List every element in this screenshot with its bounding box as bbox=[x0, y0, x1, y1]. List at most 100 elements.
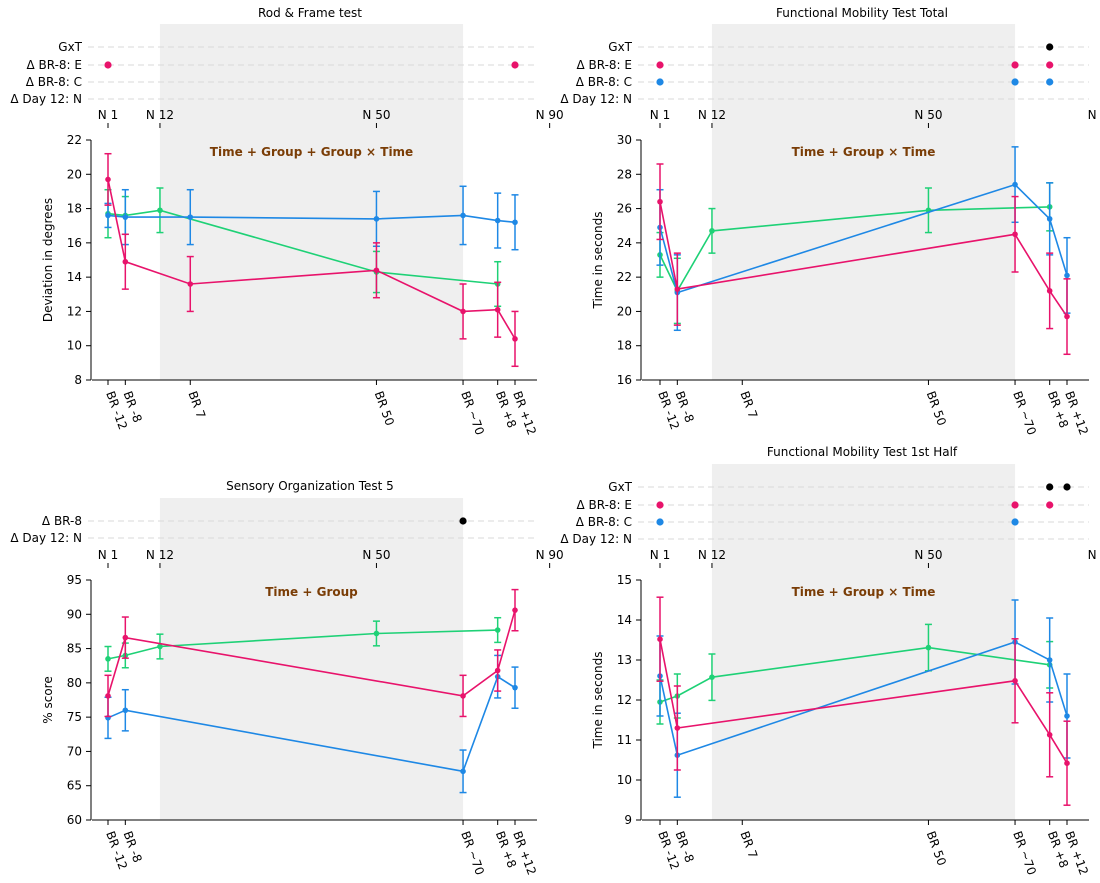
y-tick-label: 10 bbox=[67, 339, 82, 353]
sig-dot bbox=[1046, 501, 1054, 509]
sig-row-label: GxT bbox=[608, 40, 632, 54]
series-magenta bbox=[104, 588, 519, 718]
data-point bbox=[122, 214, 129, 220]
y-tick-label: 26 bbox=[617, 202, 632, 216]
y-tick-label: 13 bbox=[617, 653, 632, 667]
sig-dot bbox=[511, 61, 519, 69]
y-tick-label: 12 bbox=[67, 304, 82, 318]
bed-rest-shade bbox=[159, 498, 464, 820]
bed-rest-shade bbox=[159, 24, 464, 380]
chart-title: Functional Mobility Test 1st Half bbox=[767, 445, 958, 459]
data-point bbox=[122, 707, 129, 714]
y-tick-label: 16 bbox=[617, 373, 632, 387]
y-tick-label: 85 bbox=[67, 642, 82, 656]
data-point bbox=[157, 207, 163, 214]
sig-row-label: GxT bbox=[608, 480, 632, 494]
data-point bbox=[1064, 713, 1070, 719]
sig-row-label: Δ Day 12: N bbox=[560, 532, 632, 546]
sig-dot bbox=[104, 61, 112, 69]
y-tick-label: 12 bbox=[617, 693, 632, 707]
model-effects-annotation: Time + Group bbox=[265, 585, 358, 599]
sig-row-label: Δ BR-8: C bbox=[576, 515, 632, 529]
sig-dot bbox=[656, 501, 664, 509]
data-point bbox=[373, 267, 380, 274]
chart-panel-3: Sensory Organization Test 5 Δ BR-8 Δ Day 1… bbox=[10, 479, 563, 877]
session-label: N 90 bbox=[1088, 108, 1100, 122]
data-point bbox=[1046, 657, 1053, 663]
sig-dot bbox=[1063, 483, 1071, 491]
session-label: N 1 bbox=[98, 548, 118, 562]
session-label: N 50 bbox=[914, 108, 942, 122]
series-magenta bbox=[104, 152, 519, 368]
series-magenta bbox=[656, 596, 1071, 806]
sig-dot bbox=[459, 517, 467, 525]
sig-row-label: Δ BR-8: E bbox=[26, 58, 82, 72]
session-label: N 1 bbox=[98, 108, 118, 122]
chart-title: Rod & Frame test bbox=[258, 6, 362, 20]
x-tick-label: BR 50 bbox=[924, 829, 949, 867]
data-point bbox=[657, 636, 663, 642]
x-tick-label: BR 50 bbox=[924, 389, 949, 427]
sig-row-label: Δ Day 12: N bbox=[10, 531, 82, 545]
session-label: N 90 bbox=[536, 108, 564, 122]
data-point bbox=[709, 674, 715, 680]
x-tick-label: BR 7 bbox=[185, 389, 208, 420]
data-point bbox=[187, 214, 194, 220]
y-tick-label: 60 bbox=[67, 813, 82, 827]
data-point bbox=[657, 198, 663, 205]
session-label: N 50 bbox=[914, 548, 942, 562]
sig-row-label: Δ BR-8 bbox=[42, 514, 82, 528]
data-point bbox=[373, 630, 380, 637]
model-effects-annotation: Time + Group × Time bbox=[792, 145, 936, 159]
sig-dot bbox=[1046, 483, 1054, 491]
session-label: N 1 bbox=[650, 108, 670, 122]
sig-row-label: Δ BR-8: E bbox=[576, 58, 632, 72]
data-point bbox=[1064, 313, 1070, 320]
y-tick-label: 24 bbox=[617, 236, 632, 250]
data-point bbox=[494, 667, 501, 674]
data-point bbox=[512, 684, 518, 691]
y-tick-label: 9 bbox=[624, 813, 632, 827]
data-point bbox=[494, 306, 501, 313]
series-blue bbox=[104, 185, 519, 251]
x-tick-label: BR ~70 bbox=[458, 389, 487, 437]
y-tick-label: 14 bbox=[617, 613, 632, 627]
y-tick-label: 8 bbox=[74, 373, 82, 387]
sig-dot bbox=[1011, 61, 1019, 69]
data-point bbox=[460, 693, 466, 699]
y-tick-label: 18 bbox=[67, 202, 82, 216]
y-tick-label: 28 bbox=[617, 167, 632, 181]
session-label: N 12 bbox=[698, 108, 726, 122]
y-tick-label: 14 bbox=[67, 270, 82, 284]
sig-dot bbox=[1046, 43, 1054, 51]
data-point bbox=[1046, 216, 1053, 222]
x-tick-label: BR 7 bbox=[737, 389, 760, 420]
chart-title: Sensory Organization Test 5 bbox=[226, 479, 394, 493]
data-point bbox=[122, 258, 129, 265]
y-tick-label: 10 bbox=[617, 773, 632, 787]
sig-dot bbox=[656, 518, 664, 526]
y-tick-label: 95 bbox=[67, 573, 82, 587]
session-label: N 1 bbox=[650, 548, 670, 562]
y-axis-label: Time in seconds bbox=[591, 652, 605, 750]
model-effects-annotation: Time + Group × Time bbox=[792, 585, 936, 599]
y-tick-label: 20 bbox=[67, 167, 82, 181]
x-tick-label: BR ~70 bbox=[1010, 829, 1039, 877]
data-point bbox=[512, 336, 518, 342]
data-point bbox=[512, 219, 518, 226]
sig-dot bbox=[1046, 61, 1054, 69]
y-tick-label: 15 bbox=[617, 573, 632, 587]
sig-dot bbox=[656, 78, 664, 86]
bed-rest-shade bbox=[711, 24, 1016, 380]
y-tick-label: 90 bbox=[67, 607, 82, 621]
y-tick-label: 70 bbox=[67, 744, 82, 758]
model-effects-annotation: Time + Group + Group × Time bbox=[210, 145, 413, 159]
chart-panel-4: Functional Mobility Test 1st Half GxT Δ BR… bbox=[560, 445, 1100, 877]
data-point bbox=[460, 212, 466, 219]
chart-panel-2: Functional Mobility Test Total GxT Δ BR-8:… bbox=[560, 6, 1100, 437]
sig-row-label: GxT bbox=[58, 40, 82, 54]
sig-dot bbox=[1011, 78, 1019, 86]
session-label: N 12 bbox=[146, 548, 174, 562]
data-point bbox=[373, 216, 380, 222]
